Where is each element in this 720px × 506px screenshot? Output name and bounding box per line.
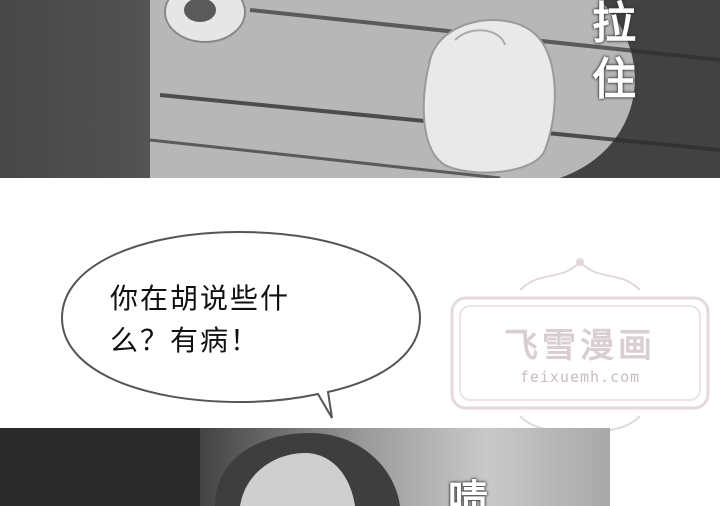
speech-line-2: 么？有病！ <box>110 324 261 357</box>
woman-portrait-illustration <box>0 428 400 506</box>
sfx-char-2: 住 <box>592 54 636 105</box>
sfx-partial-char: 啧 <box>448 477 488 506</box>
watermark-url: feixuemh.com <box>519 368 641 386</box>
table-hand-illustration <box>0 0 720 178</box>
speech-bubble-text: 你在胡说些什 么？有病！ <box>110 278 380 362</box>
watermark-title: 飞雪漫画 <box>504 326 656 366</box>
sfx-char-1: 拉 <box>592 0 636 49</box>
speech-line-1: 你在胡说些什 <box>110 282 291 315</box>
bottom-comic-panel: 啧 <box>0 428 610 506</box>
top-comic-panel: 拉 住 <box>0 0 720 178</box>
